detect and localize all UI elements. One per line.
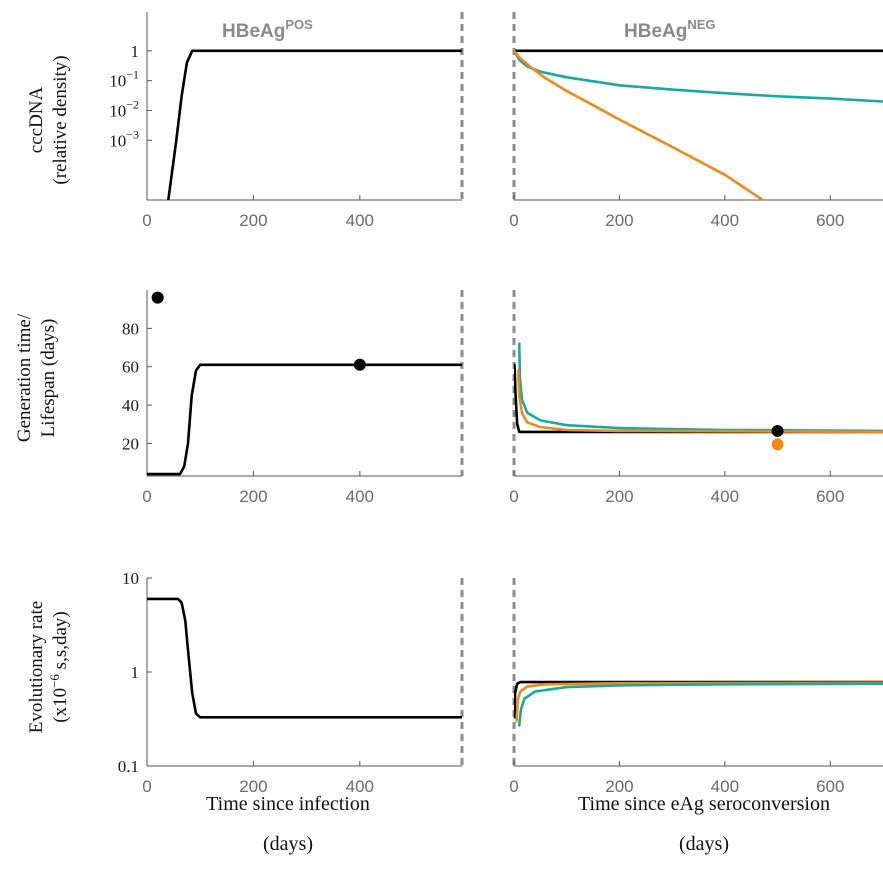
y-tick-label: 60 xyxy=(122,358,139,377)
y-label-generation-line1: Generation time/ xyxy=(14,313,35,442)
y-tick-label: 10−2 xyxy=(109,97,139,120)
panel-1: 1 10−1 10−2 10−3 0 200 400 0 200 400 600 xyxy=(109,12,883,230)
x-tick-label-left: 200 xyxy=(239,211,267,230)
series-line-right-teal xyxy=(518,682,883,727)
y-tick-label: 10 xyxy=(122,569,139,588)
y-label-cccdna-line2: (relative density) xyxy=(50,55,71,184)
x-tick-label-left: 0 xyxy=(142,777,151,796)
series-line-left-black xyxy=(167,49,462,200)
x-label-left-line2: (days) xyxy=(263,833,313,855)
x-tick-label-right: 200 xyxy=(605,211,633,230)
phase-label-hbeag-neg: HBeAgNEG xyxy=(624,17,716,42)
series-line-right-black xyxy=(514,363,883,434)
y-tick-label: 1 xyxy=(131,663,140,682)
x-tick-label-right: 0 xyxy=(509,211,518,230)
x-tick-label-left: 200 xyxy=(239,487,267,506)
series-line-right-orange xyxy=(515,681,883,723)
series-line-right-orange xyxy=(516,369,883,434)
x-tick-label-right: 400 xyxy=(711,777,739,796)
y-label-generation-line2: Lifespan (days) xyxy=(38,319,59,438)
x-tick-label-left: 400 xyxy=(346,211,374,230)
series-line-left-black xyxy=(147,597,462,719)
x-tick-label-right: 200 xyxy=(605,487,633,506)
x-tick-label-left: 0 xyxy=(142,211,151,230)
y-label-cccdna: cccDNA (relative density) xyxy=(26,55,71,184)
y-tick-label: 10−3 xyxy=(109,127,139,150)
x-tick-label-left: 400 xyxy=(346,487,374,506)
x-tick-label-right: 200 xyxy=(605,777,633,796)
y-label-cccdna-line1: cccDNA xyxy=(26,86,47,153)
x-tick-label-left: 400 xyxy=(346,777,374,796)
x-tick-label-right: 400 xyxy=(711,487,739,506)
x-label-left-line1: Time since infection xyxy=(206,793,370,815)
y-label-evolutionary-line2: (x10−6 s,s,day) xyxy=(47,611,71,722)
y-tick-label: 80 xyxy=(122,319,139,338)
x-label-right-line2: (days) xyxy=(679,833,729,855)
y-label-evolutionary-rate: Evolutionary rate (x10−6 s,s,day) xyxy=(26,601,71,733)
x-label-right-line1: Time since eAg seroconversion xyxy=(578,793,830,815)
y-tick-label: 1 xyxy=(131,42,140,61)
x-tick-label-right: 600 xyxy=(816,777,844,796)
series-line-right-teal xyxy=(518,342,883,433)
y-label-generation-time: Generation time/ Lifespan (days) xyxy=(14,313,59,442)
y-tick-label: 10−1 xyxy=(109,68,139,91)
series-line-right-orange xyxy=(514,49,765,200)
phase-label-hbeag-pos: HBeAgPOS xyxy=(222,17,313,42)
y-tick-label: 0.1 xyxy=(118,757,139,776)
data-point-left-black xyxy=(353,358,366,371)
x-tick-label-left: 0 xyxy=(142,487,151,506)
data-point-right-orange xyxy=(771,438,784,451)
x-tick-label-right: 0 xyxy=(509,487,518,506)
y-label-evolutionary-line1: Evolutionary rate xyxy=(26,601,47,733)
x-tick-label-right: 600 xyxy=(816,211,844,230)
x-tick-label-right: 400 xyxy=(711,211,739,230)
y-tick-label: 40 xyxy=(122,396,139,415)
x-tick-label-right: 600 xyxy=(816,487,844,506)
data-point-left-black xyxy=(151,291,164,304)
y-tick-label: 20 xyxy=(122,434,139,453)
x-tick-label-right: 0 xyxy=(509,777,518,796)
x-tick-label-left: 200 xyxy=(239,777,267,796)
data-point-right-black xyxy=(771,424,784,437)
series-line-right-teal xyxy=(514,49,883,103)
series-line-left-black xyxy=(147,363,462,476)
